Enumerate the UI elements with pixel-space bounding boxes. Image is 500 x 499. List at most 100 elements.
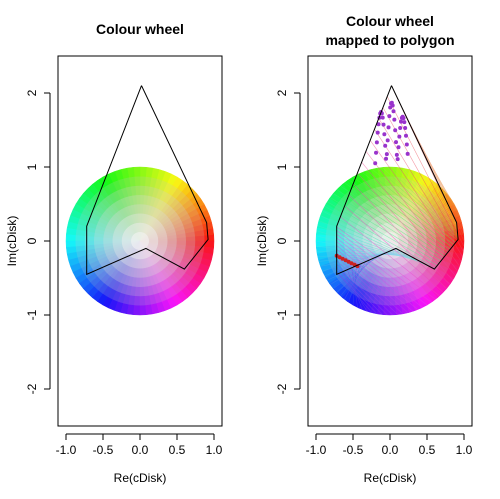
mapping-ray (362, 172, 455, 246)
x-tick-label: 1.0 (206, 443, 223, 457)
mapped-point (390, 103, 395, 108)
mapping-ray (352, 265, 357, 306)
mapping-ray (351, 267, 358, 308)
mapped-point (383, 143, 388, 148)
mapping-ray (336, 189, 443, 259)
x-tick-label: -1.0 (306, 443, 327, 457)
mapping-ray (387, 166, 458, 237)
mapping-ray (327, 201, 438, 266)
mapping-ray (407, 169, 458, 231)
y-tick-label: -1 (25, 309, 39, 320)
mapping-ray (336, 241, 418, 310)
y-tick-label: 1 (275, 163, 289, 170)
mapped-point (381, 122, 386, 127)
polygon-outline (86, 85, 209, 276)
mapped-point (384, 156, 389, 161)
disk-segment (65, 234, 76, 242)
panel-title-line-2: mapped to polygon (325, 32, 454, 48)
panel-colour-wheel-mapped: Colour wheel mapped to polygon -1.0 -0.5 0… (255, 13, 473, 485)
mapped-point-red (349, 261, 354, 266)
polygon-outline (336, 85, 459, 276)
mapping-ray (336, 256, 398, 315)
mapped-point (382, 132, 387, 137)
plot-frame (57, 55, 223, 427)
mapping-ray (337, 273, 373, 313)
mapped-point (395, 157, 400, 162)
mapping-ray (348, 179, 449, 252)
mapping-ray (397, 167, 458, 234)
plot-frame (307, 55, 473, 427)
mapped-point (386, 125, 391, 130)
disk-segment (139, 175, 146, 186)
y-axis-label: Im(cDisk) (5, 216, 19, 267)
mapping-ray (333, 193, 442, 262)
x-axis-label: Re(cDisk) (364, 471, 417, 485)
mapping-ray (320, 250, 401, 267)
mapping-ray (346, 269, 363, 310)
disk-segment (102, 237, 113, 242)
disk-segment (133, 305, 141, 316)
y-tick-label: 0 (275, 237, 289, 244)
mapping-ray (344, 182, 447, 255)
mapping-ray (412, 170, 458, 230)
mapped-point (392, 117, 397, 122)
mapping-ray (317, 253, 407, 257)
plot-area (315, 85, 465, 316)
mapping-ray (348, 194, 447, 289)
mapping-ray (374, 129, 462, 262)
mapping-ray (340, 185, 445, 257)
disk-segment (139, 185, 146, 196)
disk-segment (133, 166, 141, 177)
disk-segment (139, 203, 144, 214)
mapping-ray (340, 216, 440, 297)
mapped-point (385, 138, 390, 143)
mapping-ray (316, 250, 410, 256)
mapping-ray (436, 181, 451, 198)
mapping-ray (371, 168, 458, 241)
disk-segment (384, 286, 391, 297)
disk-segment (139, 305, 147, 316)
mapping-ray (336, 263, 388, 316)
y-axis: -2 -1 0 1 2 (25, 89, 51, 394)
mapped-point (398, 125, 403, 130)
mapping-ray (392, 166, 458, 235)
mapped-point-red (346, 259, 351, 264)
y-tick-label: 2 (25, 89, 39, 96)
x-axis-label: Re(cDisk) (114, 471, 167, 485)
mapped-point (404, 133, 409, 138)
panel-colour-wheel: Colour wheel -1.0 -0.5 0.0 0.5 1.0 -2 -1 0 1 2 R… (5, 21, 223, 485)
mapping-ray (329, 197, 440, 264)
mapped-point (384, 152, 389, 157)
mapping-ray (431, 179, 457, 225)
x-tick-label: 0.0 (382, 443, 399, 457)
y-tick-label: 0 (25, 237, 39, 244)
y-tick-label: -2 (25, 383, 39, 394)
mapped-point-red (343, 258, 348, 263)
disk-segment (185, 240, 196, 247)
x-tick-label: -0.5 (343, 443, 364, 457)
disk-segment (136, 268, 141, 279)
x-tick-label: 1.0 (456, 443, 473, 457)
mapped-point (397, 134, 402, 139)
disk-segment (135, 277, 141, 288)
disk-segment (389, 185, 396, 196)
mapped-point (375, 130, 380, 135)
disk-segment (65, 240, 76, 248)
disk-segment (84, 235, 95, 242)
x-axis: -1.0 -0.5 0.0 0.5 1.0 (306, 433, 473, 457)
mapped-point (391, 109, 396, 114)
mapped-point (402, 120, 407, 125)
mapping-ray (336, 260, 393, 316)
colour-disk (65, 166, 215, 316)
mapped-point (405, 151, 410, 156)
x-tick-label: -0.5 (93, 443, 114, 457)
mapping-ray (352, 176, 451, 250)
mapping-ray (357, 172, 453, 281)
mapping-ray (382, 167, 459, 238)
x-tick-label: 0.5 (169, 443, 186, 457)
mapping-ray (336, 237, 423, 308)
mapping-ray (336, 267, 383, 315)
mapped-point (393, 128, 398, 133)
x-tick-label: 0.0 (132, 443, 149, 457)
mapped-point (387, 114, 392, 119)
